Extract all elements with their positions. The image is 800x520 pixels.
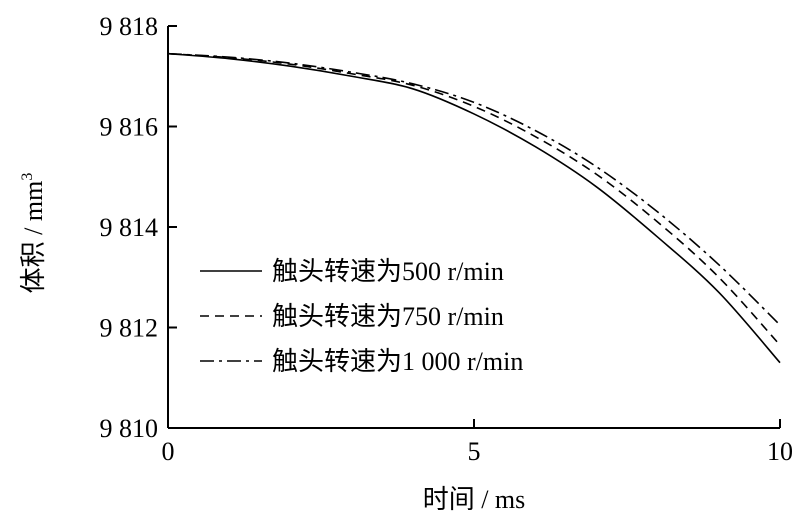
series-line-dashdot [167,52,781,326]
y-tick-label: 9 816 [100,113,159,142]
y-axis-label-superscript: 3 [19,173,36,181]
legend-label: 触头转速为750 r/min [272,302,504,331]
x-axis-label: 时间 / ms [423,485,526,514]
series-lines [167,52,781,364]
series-line-dashed [167,52,781,346]
ticks: 9 810 9 812 9 814 9 816 9 818 0 5 10 [100,12,794,466]
y-tick-label: 9 814 [100,213,159,242]
y-tick-label: 9 818 [100,12,159,41]
legend: 触头转速为500 r/min 触头转速为750 r/min 触头转速为1 000 r… [200,257,523,376]
y-tick-label: 9 810 [100,414,159,443]
series-line-solid [167,52,781,364]
y-tick-label: 9 812 [100,314,159,343]
x-tick-label: 5 [468,437,481,466]
legend-label: 触头转速为500 r/min [272,257,504,286]
x-tick-label: 10 [767,437,793,466]
y-axis-label-text: 体积 / mm [19,181,48,294]
y-axis-label: 体积 / mm3 [19,173,48,294]
legend-label: 触头转速为1 000 r/min [272,347,523,376]
x-tick-label: 0 [162,437,175,466]
